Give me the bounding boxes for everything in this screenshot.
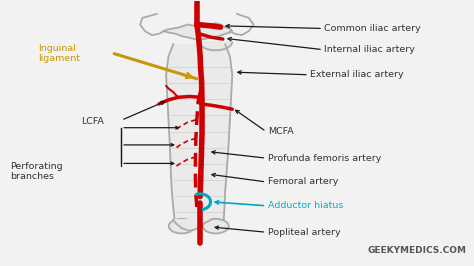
Text: LCFA: LCFA <box>81 117 104 126</box>
Text: Femoral artery: Femoral artery <box>268 177 338 186</box>
Polygon shape <box>173 220 211 231</box>
Polygon shape <box>164 23 232 40</box>
Text: Perforating
branches: Perforating branches <box>10 162 63 181</box>
Text: External iliac artery: External iliac artery <box>310 70 404 79</box>
Polygon shape <box>199 42 232 50</box>
Ellipse shape <box>169 219 195 234</box>
Text: Inguinal
ligament: Inguinal ligament <box>38 44 81 63</box>
Ellipse shape <box>203 219 229 234</box>
Text: Common iliac artery: Common iliac artery <box>324 24 421 33</box>
Text: Adductor hiatus: Adductor hiatus <box>268 201 343 210</box>
Text: Popliteal artery: Popliteal artery <box>268 228 340 237</box>
Text: Profunda femoris artery: Profunda femoris artery <box>268 154 381 163</box>
Text: Internal iliac artery: Internal iliac artery <box>324 45 415 54</box>
Text: GEEKYMEDICS.COM: GEEKYMEDICS.COM <box>367 246 466 255</box>
Polygon shape <box>166 44 232 220</box>
Text: MCFA: MCFA <box>268 127 293 136</box>
